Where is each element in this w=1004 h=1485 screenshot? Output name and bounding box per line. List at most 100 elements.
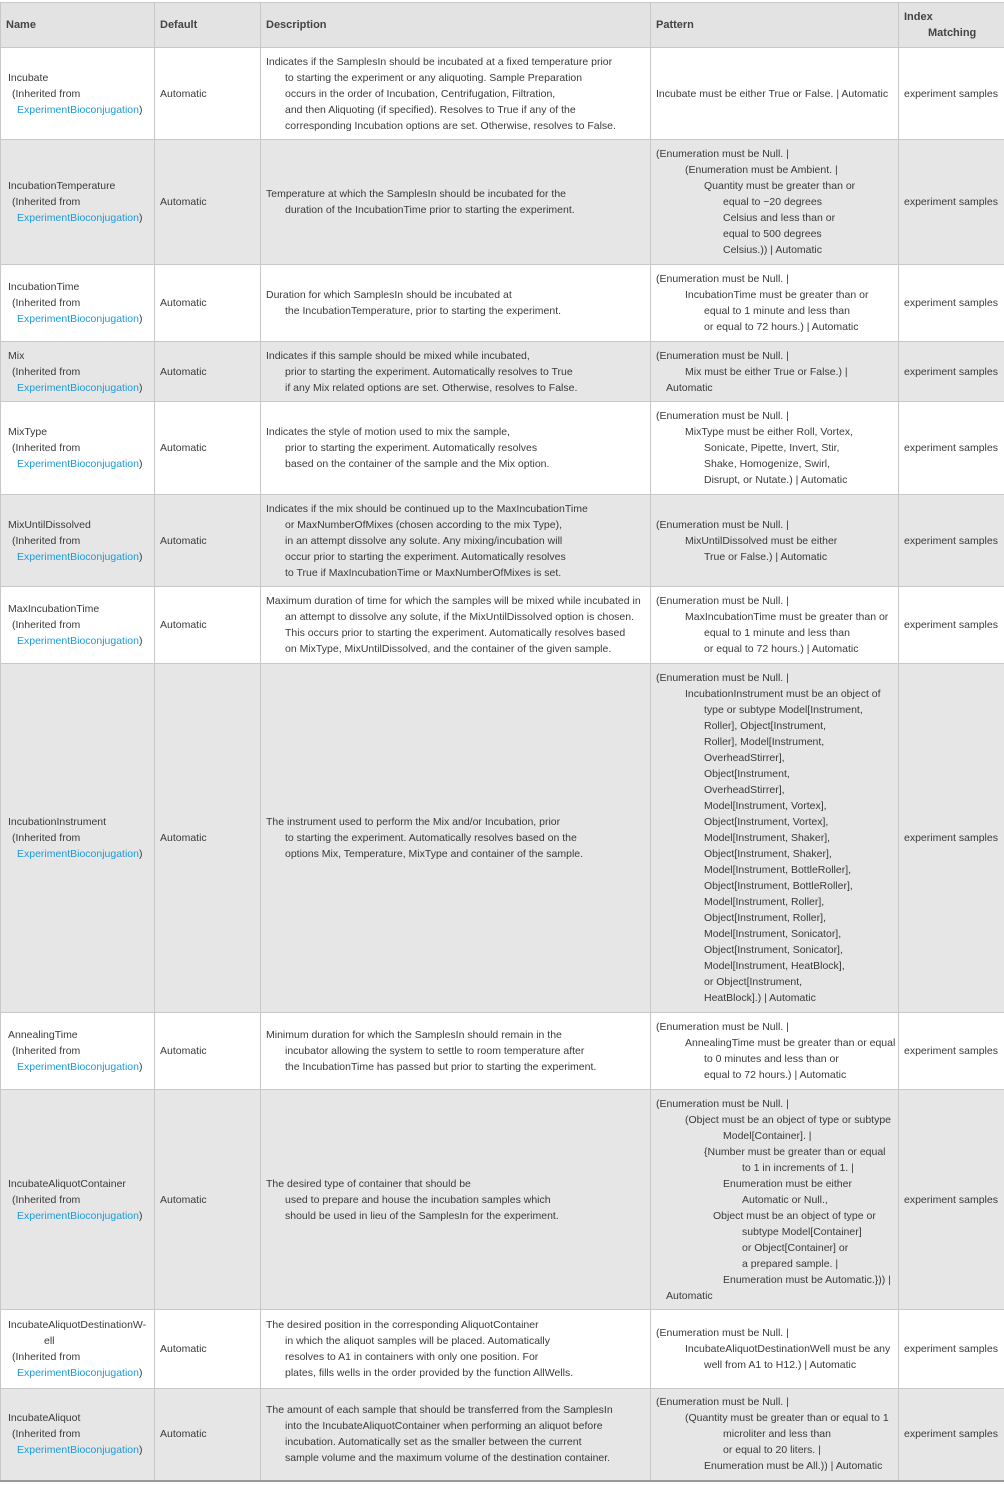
description-line: corresponding Incubation options are set… (266, 118, 645, 134)
description-cell: Temperature at which the SamplesIn shoul… (261, 140, 651, 265)
pattern-line: (Enumeration must be Null. | (656, 271, 893, 287)
index-matching-value: experiment samples (899, 265, 1004, 342)
inherited-line: ExperimentBioconjugation) (6, 1442, 149, 1458)
inherited-suffix: ) (139, 313, 143, 325)
pattern-line: Model[Instrument, Roller], (656, 894, 893, 910)
index-matching-value: experiment samples (899, 495, 1004, 587)
pattern-line: Object[Instrument, Vortex], (656, 814, 893, 830)
experiment-bioconjugation-link[interactable]: ExperimentBioconjugation (17, 848, 139, 860)
pattern-line: microliter and less than (656, 1426, 893, 1442)
pattern-line: Model[Container]. | (656, 1128, 893, 1144)
inherited-suffix: ) (139, 1367, 143, 1379)
experiment-bioconjugation-link[interactable]: ExperimentBioconjugation (17, 104, 139, 116)
inherited-from-label: (Inherited from (6, 295, 149, 311)
inherited-from-label: (Inherited from (6, 617, 149, 633)
inherited-line: ExperimentBioconjugation) (6, 210, 149, 226)
experiment-bioconjugation-link[interactable]: ExperimentBioconjugation (17, 1444, 139, 1456)
inherited-from-label: (Inherited from (6, 194, 149, 210)
pattern-line: OverheadStirrer], (656, 782, 893, 798)
default-value: Automatic (155, 587, 261, 664)
option-name: MaxIncubationTime (6, 601, 149, 617)
inherited-line: ExperimentBioconjugation) (6, 1365, 149, 1381)
pattern-line: (Enumeration must be Null. | (656, 1019, 893, 1035)
pattern-line: or equal to 20 liters. | (656, 1442, 893, 1458)
description-line: on MixType, MixUntilDissolved, and the c… (266, 641, 645, 657)
description-line: incubator allowing the system to settle … (266, 1043, 645, 1059)
pattern-line: Object[Instrument, BottleRoller], (656, 878, 893, 894)
header-index-line2: Matching (904, 25, 999, 41)
default-value: Automatic (155, 1310, 261, 1389)
pattern-line: Incubate must be either True or False. |… (656, 86, 893, 102)
default-value: Automatic (155, 402, 261, 495)
default-value: Automatic (155, 48, 261, 140)
inherited-suffix: ) (139, 848, 143, 860)
pattern-line: type or subtype Model[Instrument, (656, 702, 893, 718)
pattern-line: (Enumeration must be Null. | (656, 593, 893, 609)
description-cell: Minimum duration for which the SamplesIn… (261, 1013, 651, 1090)
experiment-bioconjugation-link[interactable]: ExperimentBioconjugation (17, 551, 139, 563)
table-row: MaxIncubationTime(Inherited from Experime… (1, 587, 1004, 664)
pattern-cell: (Enumeration must be Null. |IncubationTi… (651, 265, 899, 342)
description-line: Minimum duration for which the SamplesIn… (266, 1027, 645, 1043)
pattern-line: (Enumeration must be Null. | (656, 1325, 893, 1341)
description-line: an attempt to dissolve any solute, if th… (266, 609, 645, 625)
description-line: This occurs prior to starting the experi… (266, 625, 645, 641)
pattern-line: Automatic (656, 380, 893, 396)
default-value: Automatic (155, 265, 261, 342)
description-line: prior to starting the experiment. Automa… (266, 440, 645, 456)
experiment-bioconjugation-link[interactable]: ExperimentBioconjugation (17, 313, 139, 325)
description-line: incubation. Automatically set as the sma… (266, 1434, 645, 1450)
description-cell: Indicates if the mix should be continued… (261, 495, 651, 587)
option-name: IncubateAliquot (6, 1410, 149, 1426)
description-line: Indicates if the SamplesIn should be inc… (266, 54, 645, 70)
pattern-line: Shake, Homogenize, Swirl, (656, 456, 893, 472)
pattern-line: (Enumeration must be Null. | (656, 408, 893, 424)
pattern-line: IncubationInstrument must be an object o… (656, 686, 893, 702)
pattern-line: MaxIncubationTime must be greater than o… (656, 609, 893, 625)
pattern-line: Model[Instrument, BottleRoller], (656, 862, 893, 878)
description-line: the IncubationTime has passed but prior … (266, 1059, 645, 1075)
header-default: Default (155, 3, 261, 48)
pattern-line: to 1 in increments of 1. | (656, 1160, 893, 1176)
experiment-bioconjugation-link[interactable]: ExperimentBioconjugation (17, 382, 139, 394)
index-matching-value: experiment samples (899, 48, 1004, 140)
description-line: sample volume and the maximum volume of … (266, 1450, 645, 1466)
pattern-line: Sonicate, Pipette, Invert, Stir, (656, 440, 893, 456)
experiment-bioconjugation-link[interactable]: ExperimentBioconjugation (17, 212, 139, 224)
experiment-bioconjugation-link[interactable]: ExperimentBioconjugation (17, 635, 139, 647)
description-line: The desired position in the correspondin… (266, 1317, 645, 1333)
pattern-cell: (Enumeration must be Null. |Mix must be … (651, 342, 899, 402)
description-cell: The desired position in the correspondin… (261, 1310, 651, 1389)
pattern-line: Celsius and less than or (656, 210, 893, 226)
experiment-bioconjugation-link[interactable]: ExperimentBioconjugation (17, 1367, 139, 1379)
experiment-bioconjugation-link[interactable]: ExperimentBioconjugation (17, 1210, 139, 1222)
header-description: Description (261, 3, 651, 48)
pattern-line: Object must be an object of type or (656, 1208, 893, 1224)
experiment-bioconjugation-link[interactable]: ExperimentBioconjugation (17, 1061, 139, 1073)
inherited-from-label: (Inherited from (6, 364, 149, 380)
pattern-line: equal to 72 hours.) | Automatic (656, 1067, 893, 1083)
description-line: options Mix, Temperature, MixType and co… (266, 846, 645, 862)
experiment-bioconjugation-link[interactable]: ExperimentBioconjugation (17, 458, 139, 470)
pattern-line: Model[Instrument, Vortex], (656, 798, 893, 814)
pattern-line: HeatBlock].) | Automatic (656, 990, 893, 1006)
pattern-line: or equal to 72 hours.) | Automatic (656, 319, 893, 335)
description-cell: The instrument used to perform the Mix a… (261, 664, 651, 1013)
pattern-cell: (Enumeration must be Null. |IncubationIn… (651, 664, 899, 1013)
description-cell: The amount of each sample that should be… (261, 1389, 651, 1481)
description-line: occurs in the order of Incubation, Centr… (266, 86, 645, 102)
inherited-from-label: (Inherited from (6, 440, 149, 456)
description-line: plates, fills wells in the order provide… (266, 1365, 645, 1381)
inherited-line: ExperimentBioconjugation) (6, 1059, 149, 1075)
header-index-line1: Index (904, 9, 999, 25)
inherited-suffix: ) (139, 382, 143, 394)
